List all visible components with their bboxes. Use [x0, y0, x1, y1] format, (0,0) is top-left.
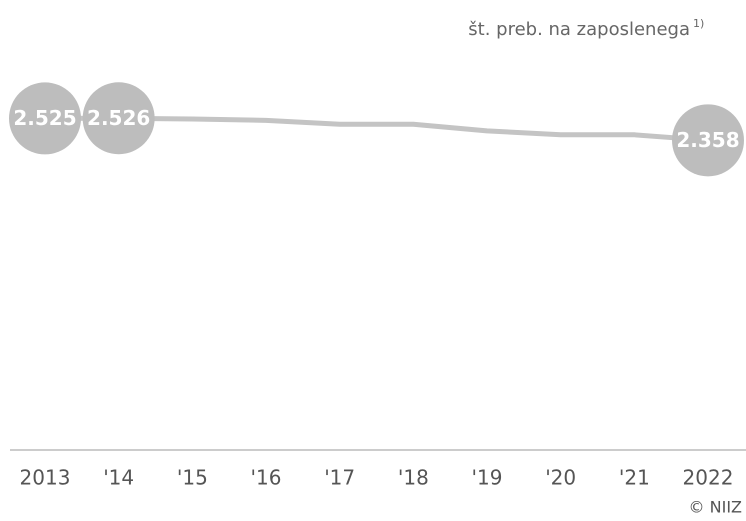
- value-label: 2.358: [676, 128, 739, 152]
- point: [82, 82, 155, 155]
- x-tick-label: '17: [324, 466, 355, 490]
- x-tick-label: '16: [251, 466, 282, 490]
- x-tick-label: '20: [545, 466, 576, 490]
- x-tick-label: '18: [398, 466, 429, 490]
- unit-label: št. preb. na zaposlenega: [468, 19, 690, 40]
- source: © NIIZ: [689, 498, 742, 517]
- value-label: 2.525: [13, 106, 76, 130]
- line: [44, 115, 709, 143]
- unit-note: 1): [693, 17, 704, 30]
- x-tick-label: 2022: [683, 466, 734, 490]
- x-tick-label: 2013: [20, 466, 71, 490]
- x-tick-label: '15: [177, 466, 208, 490]
- x-tick-label: '14: [103, 466, 134, 490]
- point: [9, 82, 81, 155]
- x-tick-label: '21: [619, 466, 650, 490]
- value-label: 2.526: [87, 106, 150, 130]
- x-tick-label: '19: [472, 466, 503, 490]
- point: [672, 104, 744, 177]
